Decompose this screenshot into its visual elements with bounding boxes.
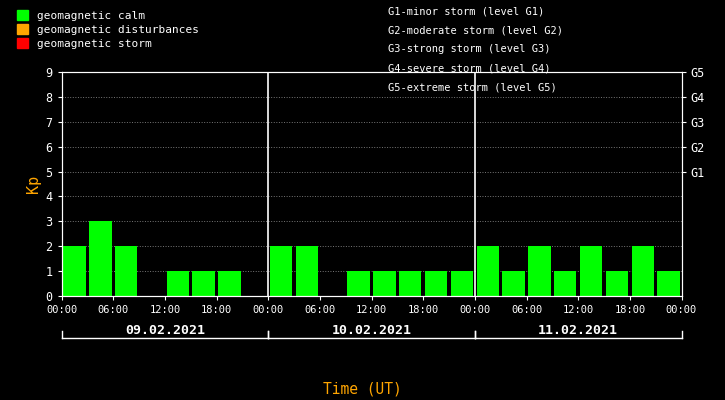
- Bar: [476, 246, 499, 296]
- Text: 11.02.2021: 11.02.2021: [538, 324, 618, 337]
- Bar: [270, 246, 292, 296]
- Bar: [554, 271, 576, 296]
- Text: G1-minor storm (level G1): G1-minor storm (level G1): [388, 6, 544, 16]
- Bar: [347, 271, 370, 296]
- Bar: [425, 271, 447, 296]
- Bar: [373, 271, 396, 296]
- Text: G2-moderate storm (level G2): G2-moderate storm (level G2): [388, 25, 563, 35]
- Bar: [63, 246, 86, 296]
- Bar: [606, 271, 628, 296]
- Text: 10.02.2021: 10.02.2021: [331, 324, 412, 337]
- Text: Time (UT): Time (UT): [323, 381, 402, 396]
- Bar: [580, 246, 602, 296]
- Bar: [218, 271, 241, 296]
- Text: G4-severe storm (level G4): G4-severe storm (level G4): [388, 64, 550, 74]
- Text: 09.02.2021: 09.02.2021: [125, 324, 205, 337]
- Text: G3-strong storm (level G3): G3-strong storm (level G3): [388, 44, 550, 54]
- Bar: [115, 246, 138, 296]
- Y-axis label: Kp: Kp: [26, 175, 41, 193]
- Bar: [89, 221, 112, 296]
- Text: G5-extreme storm (level G5): G5-extreme storm (level G5): [388, 83, 557, 93]
- Bar: [399, 271, 421, 296]
- Bar: [296, 246, 318, 296]
- Bar: [167, 271, 189, 296]
- Bar: [529, 246, 551, 296]
- Bar: [658, 271, 680, 296]
- Legend: geomagnetic calm, geomagnetic disturbances, geomagnetic storm: geomagnetic calm, geomagnetic disturbanc…: [13, 6, 204, 54]
- Bar: [502, 271, 525, 296]
- Bar: [631, 246, 654, 296]
- Bar: [192, 271, 215, 296]
- Bar: [451, 271, 473, 296]
